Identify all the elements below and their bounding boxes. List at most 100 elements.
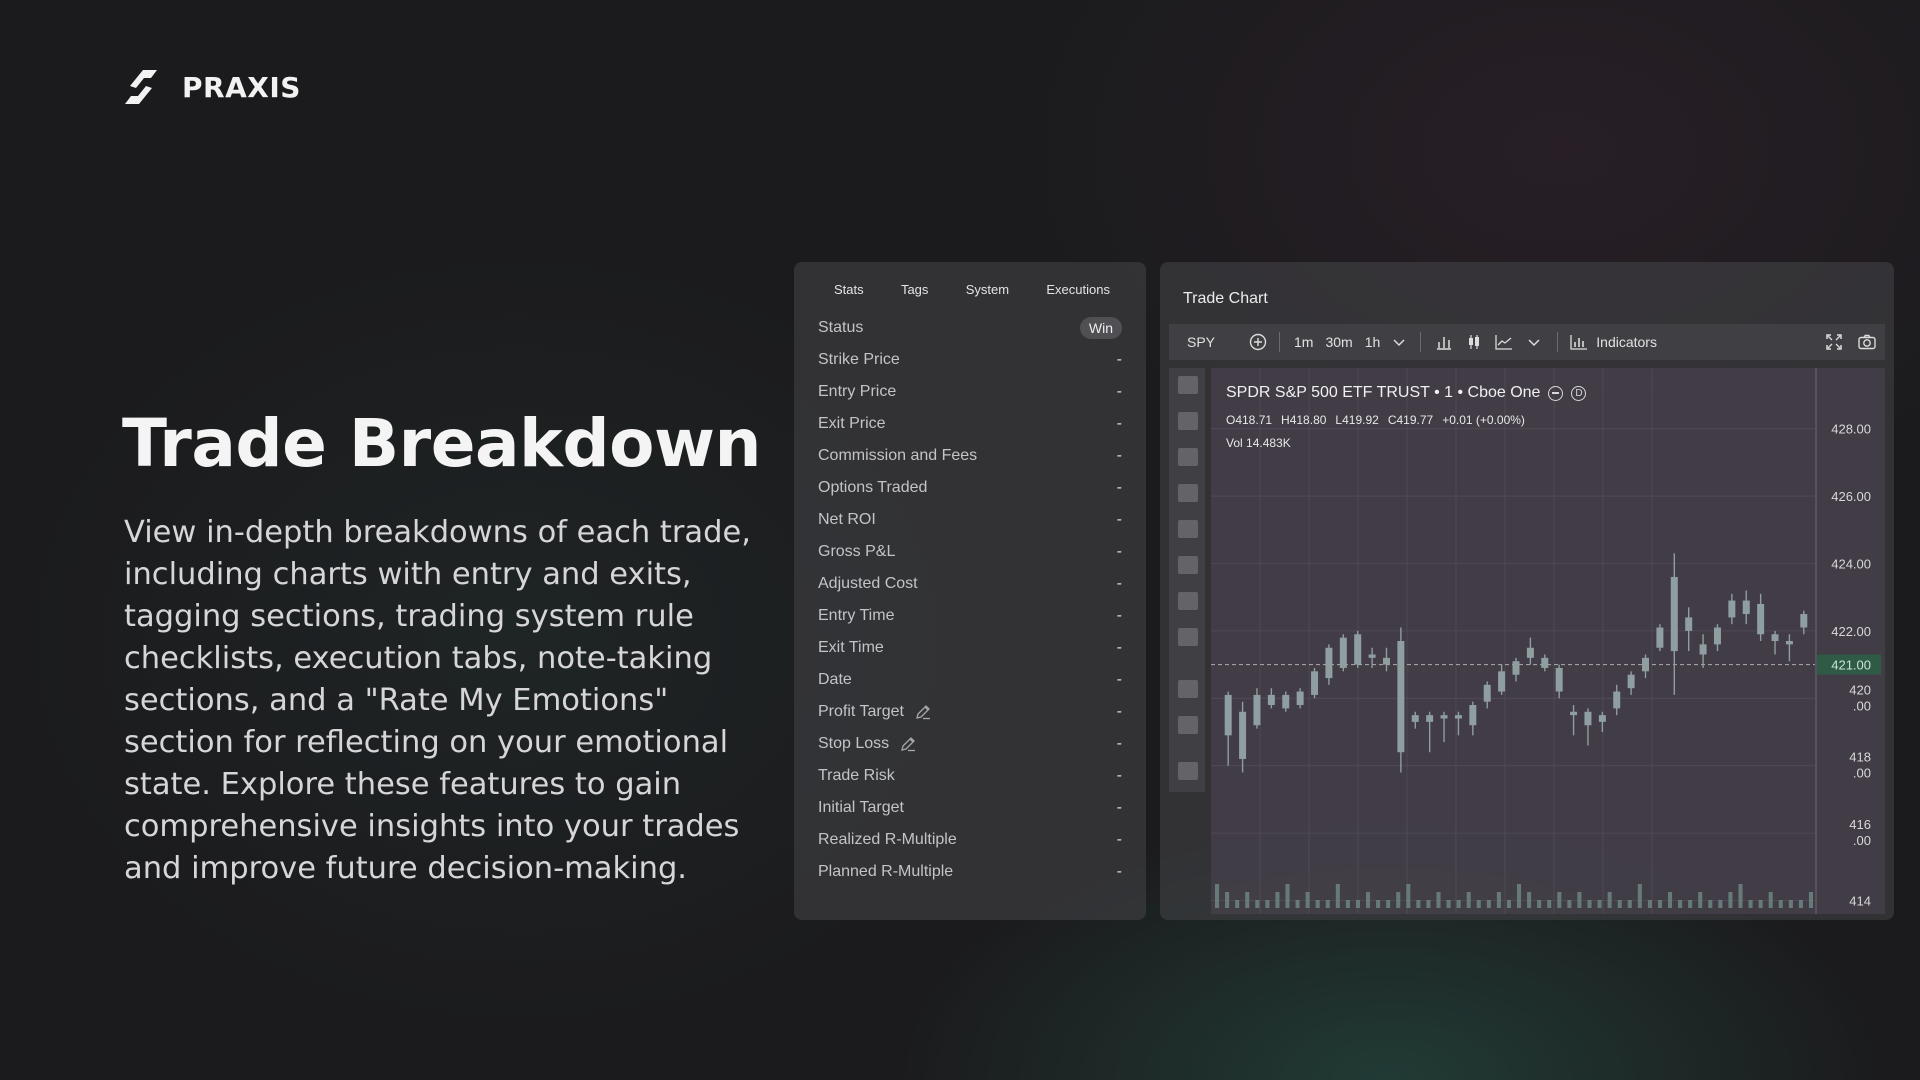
volume-bar bbox=[1446, 900, 1451, 908]
symbol-selector[interactable]: SPY bbox=[1186, 334, 1215, 350]
candle-body bbox=[1426, 715, 1434, 722]
candlestick-chart[interactable]: 428.00426.00424.00422.00420.00418.00416.… bbox=[1211, 368, 1885, 914]
last-price-tag bbox=[1817, 654, 1881, 675]
stat-label-text: Status bbox=[818, 319, 864, 336]
stat-label: Trade Risk bbox=[818, 767, 895, 785]
stat-label: Date bbox=[818, 671, 852, 689]
stat-row: Stop Loss - bbox=[818, 728, 1122, 760]
stat-value: - bbox=[1116, 415, 1122, 432]
volume-bar bbox=[1517, 884, 1522, 908]
stat-value: - bbox=[1116, 351, 1122, 368]
volume-bar bbox=[1476, 900, 1481, 908]
price-axis-label: .00 bbox=[1853, 766, 1871, 781]
icon-tool-icon[interactable] bbox=[1178, 628, 1198, 646]
candle-body bbox=[1570, 711, 1578, 716]
candle-body bbox=[1224, 694, 1232, 736]
volume-bar bbox=[1215, 884, 1220, 908]
price-axis-label: 428.00 bbox=[1831, 422, 1871, 437]
indicators-button[interactable]: Indicators bbox=[1566, 334, 1661, 350]
text-tool-icon[interactable] bbox=[1178, 592, 1198, 610]
price-axis-label: .00 bbox=[1853, 698, 1871, 713]
stat-row: Profit Target - bbox=[818, 696, 1122, 728]
candle-body bbox=[1239, 711, 1247, 759]
volume-bar bbox=[1688, 900, 1693, 908]
pencil-icon[interactable] bbox=[899, 735, 917, 753]
tab-stats[interactable]: Stats bbox=[834, 282, 864, 297]
camera-icon[interactable] bbox=[1849, 334, 1885, 350]
interval-1m[interactable]: 1m bbox=[1294, 334, 1314, 350]
price-axis-label: .00 bbox=[1853, 833, 1871, 848]
candle-body bbox=[1354, 634, 1362, 665]
ohlc-high: H418.80 bbox=[1281, 413, 1327, 427]
trash-tool-icon[interactable] bbox=[1178, 762, 1198, 780]
stat-label: Gross P&L bbox=[818, 543, 895, 561]
volume-bar bbox=[1406, 884, 1411, 908]
candle-body bbox=[1771, 634, 1779, 641]
trendline-tool-icon[interactable] bbox=[1178, 412, 1198, 430]
stat-label-text: Gross P&L bbox=[818, 543, 896, 560]
stat-label: Strike Price bbox=[818, 351, 900, 369]
hide-symbol-icon[interactable] bbox=[1548, 385, 1564, 401]
volume-bar bbox=[1466, 892, 1471, 908]
zoom-tool-icon[interactable] bbox=[1178, 716, 1198, 734]
stat-label-text: Exit Time bbox=[818, 639, 884, 656]
interval-1h[interactable]: 1h bbox=[1364, 334, 1381, 350]
candle-body bbox=[1440, 715, 1448, 719]
fib-tool-icon[interactable] bbox=[1178, 448, 1198, 466]
chart-panel-title: Trade Chart bbox=[1183, 290, 1268, 307]
candle-body bbox=[1469, 705, 1477, 726]
stat-label: Planned R-Multiple bbox=[818, 863, 953, 881]
brand-logo[interactable]: PRAXIS bbox=[122, 66, 301, 108]
volume-bar bbox=[1668, 892, 1673, 908]
volume-bar bbox=[1436, 892, 1441, 908]
line-chart-icon[interactable] bbox=[1489, 334, 1519, 350]
add-symbol-icon[interactable] bbox=[1245, 333, 1271, 351]
chevron-down-icon[interactable] bbox=[1386, 335, 1412, 349]
tab-executions[interactable]: Executions bbox=[1046, 282, 1110, 297]
crosshair-tool-icon[interactable] bbox=[1178, 376, 1198, 394]
pencil-icon[interactable] bbox=[914, 703, 932, 721]
stat-label-text: Entry Price bbox=[818, 383, 897, 400]
volume-readout: Vol 14.483K bbox=[1226, 436, 1291, 450]
candle-body bbox=[1282, 694, 1290, 709]
stat-label: Realized R-Multiple bbox=[818, 831, 957, 849]
candle-body bbox=[1728, 600, 1736, 618]
fullscreen-icon[interactable] bbox=[1819, 333, 1849, 351]
bar-chart-icon[interactable] bbox=[1429, 334, 1459, 350]
stat-value: - bbox=[1116, 863, 1122, 880]
brush-tool-icon[interactable] bbox=[1178, 556, 1198, 574]
projection-tool-icon[interactable] bbox=[1178, 520, 1198, 538]
interval-30m[interactable]: 30m bbox=[1325, 334, 1353, 350]
volume-bar bbox=[1496, 892, 1501, 908]
volume-bar bbox=[1376, 900, 1381, 908]
pattern-tool-icon[interactable] bbox=[1178, 484, 1198, 502]
stat-row: Initial Target - bbox=[818, 792, 1122, 824]
volume-bar bbox=[1557, 892, 1562, 908]
chart-type-chevron-icon[interactable] bbox=[1519, 335, 1549, 349]
hero-description: View in-depth breakdowns of each trade, … bbox=[124, 515, 751, 886]
stat-label: Exit Time bbox=[818, 639, 884, 657]
stat-label-text: Net ROI bbox=[818, 511, 876, 528]
candle-body bbox=[1627, 674, 1635, 689]
stat-label: Adjusted Cost bbox=[818, 575, 918, 593]
price-chart[interactable]: 428.00 426.00 424.00 422.00 420.00 418.00 416.… bbox=[1211, 368, 1885, 914]
stat-label-text: Exit Price bbox=[818, 415, 886, 432]
tab-system[interactable]: System bbox=[965, 282, 1010, 297]
volume-bar bbox=[1295, 900, 1300, 908]
volume-bar bbox=[1738, 884, 1743, 908]
stat-row: Date - bbox=[818, 664, 1122, 696]
stat-value: - bbox=[1116, 575, 1122, 592]
volume-bar bbox=[1647, 900, 1652, 908]
candle-body bbox=[1656, 627, 1664, 648]
measure-tool-icon[interactable] bbox=[1178, 680, 1198, 698]
candlestick-icon[interactable] bbox=[1459, 334, 1489, 350]
candle-body bbox=[1526, 647, 1534, 658]
volume-bar bbox=[1728, 892, 1733, 908]
volume-bar bbox=[1285, 884, 1290, 908]
ohlc-low: L419.92 bbox=[1335, 413, 1379, 427]
stat-row: Gross P&L - bbox=[818, 536, 1122, 568]
data-source-icon[interactable]: D bbox=[1571, 385, 1587, 401]
volume-bar bbox=[1335, 884, 1340, 908]
volume-bar bbox=[1627, 900, 1632, 908]
tab-tags[interactable]: Tags bbox=[900, 282, 929, 297]
